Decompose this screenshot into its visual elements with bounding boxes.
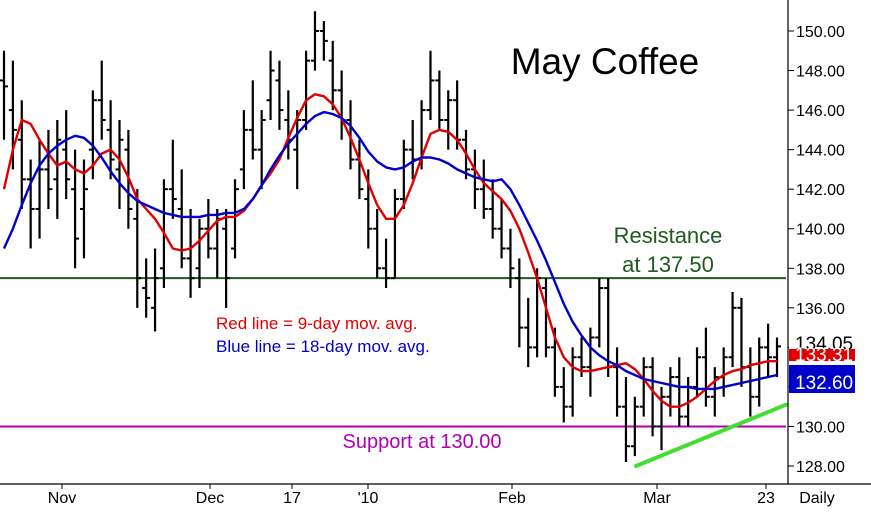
ohlc-bar (17, 100, 26, 209)
ohlc-bar (177, 169, 186, 269)
y-tick-label: 144.00 (796, 143, 845, 160)
ohlc-bar (373, 208, 382, 279)
ohlc-bar (675, 357, 684, 427)
ohlc-bar (142, 258, 151, 318)
y-tick-label: 130.00 (796, 419, 845, 436)
price-badge-text: 133.31 (795, 345, 853, 366)
ohlc-bar (186, 208, 195, 298)
ohlc-bar (231, 179, 240, 259)
ohlc-bar (248, 80, 257, 160)
ohlc-bar (701, 327, 710, 407)
ohlc-bar (35, 139, 44, 239)
ohlc-bar (115, 119, 124, 209)
legend-blue-text: Blue line = 18-day mov. avg. (216, 337, 430, 356)
ohlc-bar (648, 357, 657, 437)
ohlc-bar (239, 110, 248, 190)
y-tick-label: 150.00 (796, 24, 845, 41)
y-tick-label: 138.00 (796, 261, 845, 278)
x-tick-label: Mar (643, 490, 671, 507)
ohlc-bar (541, 278, 550, 358)
ma-18-day-line (2, 110, 778, 391)
legend-red-text: Red line = 9-day mov. avg. (216, 314, 417, 333)
ohlc-bar (497, 199, 506, 259)
ohlc-bar (293, 110, 302, 190)
ohlc-bar (257, 110, 266, 190)
ohlc-bar (728, 292, 737, 368)
ohlc-bar (222, 208, 231, 308)
period-label: Daily (799, 490, 835, 507)
ohlc-bar (310, 11, 319, 71)
ma-9-day-line (2, 93, 777, 408)
y-tick-label: 146.00 (796, 103, 845, 120)
resistance-label-line1: Resistance (614, 223, 723, 248)
chart-title: May Coffee (511, 41, 700, 82)
ohlc-bar (586, 327, 595, 397)
ohlc-bar (764, 323, 773, 378)
ohlc-bar (26, 159, 35, 249)
ohlc-bar (319, 21, 328, 61)
ohlc-bar (62, 110, 71, 200)
ohlc-bar (524, 297, 533, 368)
ohlc-bar (266, 50, 275, 120)
ohlc-bar (479, 159, 488, 219)
y-tick-label: 140.00 (796, 222, 845, 239)
ohlc-bar (568, 347, 577, 417)
x-tick-label: 17 (283, 490, 301, 507)
ohlc-bar (168, 139, 177, 219)
price-badge-bg (789, 349, 855, 361)
y-tick-label: 128.00 (796, 459, 845, 476)
y-tick-label: 142.00 (796, 182, 845, 199)
ohlc-bar (515, 258, 524, 348)
support-label: Support at 130.00 (342, 431, 501, 453)
ohlc-bar (666, 367, 675, 417)
y-tick-label: 136.00 (796, 301, 845, 318)
ohlc-bar (639, 357, 648, 417)
ohlc-bar (151, 248, 160, 332)
x-tick-label: Nov (48, 490, 76, 507)
ohlc-bar (657, 386, 666, 451)
ohlc-bar (346, 100, 355, 170)
ohlc-bar (106, 100, 115, 180)
y-tick-label: 148.00 (796, 64, 845, 81)
ohlc-bar (0, 50, 8, 140)
ohlc-bar (488, 179, 497, 239)
ohlc-bar (97, 60, 106, 140)
ohlc-bar (426, 50, 435, 120)
ohlc-bar (755, 337, 764, 407)
ohlc-bar (621, 377, 630, 463)
ohlc-bar (630, 396, 639, 457)
ohlc-bar (133, 189, 142, 308)
ohlc-bar (390, 189, 399, 280)
support-trendline (634, 402, 788, 468)
ohlc-bar (444, 90, 453, 150)
ohlc-bar (399, 139, 408, 209)
ohlc-bar (710, 367, 719, 417)
ohlc-bar (44, 129, 53, 209)
ohlc-bar (275, 60, 284, 130)
ohlc-bar (195, 218, 204, 289)
x-tick-label: Feb (498, 490, 526, 507)
x-tick-label: 23 (757, 490, 775, 507)
x-tick-label: '10 (358, 490, 379, 507)
ohlc-bar (435, 70, 444, 130)
resistance-label-line2: at 137.50 (622, 252, 714, 277)
ohlc-bar (204, 199, 213, 259)
ohlc-bar (53, 119, 62, 219)
ohlc-bar (773, 337, 781, 378)
ohlc-bar (382, 238, 391, 289)
ohlc-bar (595, 278, 604, 348)
ohlc-bar (79, 159, 88, 259)
x-tick-label: Dec (196, 490, 224, 507)
price-badge-text: 132.60 (795, 373, 853, 394)
ohlc-bar (302, 50, 311, 130)
price-badge-bg (789, 365, 855, 393)
ohlc-bar (328, 40, 337, 111)
ohlc-bar (559, 367, 568, 423)
ohlc-bar (506, 228, 515, 289)
